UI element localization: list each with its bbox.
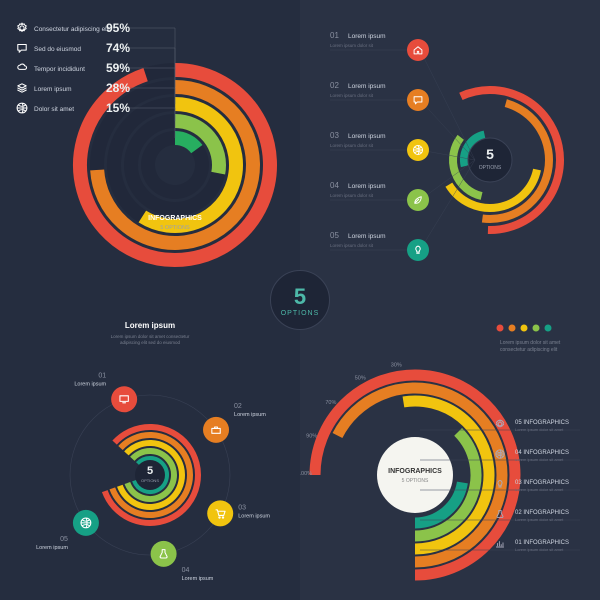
svg-text:Lorem ipsum dolor sit: Lorem ipsum dolor sit bbox=[330, 143, 374, 148]
svg-text:Lorem ipsum: Lorem ipsum bbox=[34, 86, 72, 93]
svg-text:Lorem ipsum dolor sit: Lorem ipsum dolor sit bbox=[330, 43, 374, 48]
svg-text:30%: 30% bbox=[391, 363, 402, 369]
svg-text:5: 5 bbox=[147, 465, 153, 477]
svg-text:05 INFOGRAPHICS: 05 INFOGRAPHICS bbox=[515, 420, 569, 426]
rainbow-arc-chart: Lorem ipsum dolor sit ametconsectetur ad… bbox=[300, 300, 600, 600]
svg-text:Lorem ipsum dolor sit: Lorem ipsum dolor sit bbox=[330, 93, 374, 98]
svg-text:INFOGRAPHICS: INFOGRAPHICS bbox=[388, 468, 442, 475]
svg-text:90%: 90% bbox=[306, 433, 317, 439]
svg-text:04: 04 bbox=[330, 181, 339, 190]
svg-text:Lorem ipsum dolor sit amet: Lorem ipsum dolor sit amet bbox=[515, 517, 564, 522]
svg-text:Sed do eiusmod: Sed do eiusmod bbox=[34, 46, 81, 53]
svg-text:01: 01 bbox=[330, 31, 339, 40]
svg-text:Lorem ipsum: Lorem ipsum bbox=[182, 576, 214, 582]
svg-text:Lorem ipsum dolor sit amet con: Lorem ipsum dolor sit amet consectetur bbox=[111, 334, 190, 339]
svg-text:04 INFOGRAPHICS: 04 INFOGRAPHICS bbox=[515, 450, 569, 456]
radial-bar-chart: Consectetur adipiscing elit95% Sed do eiu… bbox=[0, 0, 300, 300]
panel-orbit: Lorem ipsum Lorem ipsum dolor sit amet co… bbox=[0, 300, 300, 600]
svg-text:70%: 70% bbox=[325, 400, 336, 406]
svg-text:100%: 100% bbox=[300, 471, 312, 477]
svg-text:Dolor sit amet: Dolor sit amet bbox=[34, 106, 74, 113]
svg-text:01 INFOGRAPHICS: 01 INFOGRAPHICS bbox=[515, 540, 569, 546]
svg-text:50%: 50% bbox=[355, 376, 366, 382]
svg-text:Lorem ipsum: Lorem ipsum bbox=[234, 412, 266, 418]
svg-text:Tempor incididunt: Tempor incididunt bbox=[34, 66, 85, 73]
svg-text:05: 05 bbox=[330, 231, 339, 240]
panel-radial-bars: Consectetur adipiscing elit95% Sed do eiu… bbox=[0, 0, 300, 300]
svg-text:02: 02 bbox=[330, 81, 339, 90]
svg-text:59%: 59% bbox=[106, 61, 130, 75]
center-number: 5 bbox=[294, 284, 306, 310]
svg-text:03 INFOGRAPHICS: 03 INFOGRAPHICS bbox=[515, 480, 569, 486]
svg-text:INFOGRAPHICS: INFOGRAPHICS bbox=[148, 215, 202, 222]
orbit-chart: Lorem ipsum Lorem ipsum dolor sit amet co… bbox=[0, 300, 300, 600]
svg-text:Lorem ipsum: Lorem ipsum bbox=[348, 33, 386, 40]
svg-text:02: 02 bbox=[234, 403, 242, 410]
svg-text:consectetur adipiscing elit: consectetur adipiscing elit bbox=[500, 347, 558, 353]
svg-text:Lorem ipsum: Lorem ipsum bbox=[238, 513, 270, 519]
svg-text:Lorem ipsum: Lorem ipsum bbox=[348, 83, 386, 90]
svg-text:Lorem ipsum dolor sit amet: Lorem ipsum dolor sit amet bbox=[515, 547, 564, 552]
svg-text:5: 5 bbox=[486, 146, 494, 162]
svg-text:5 OPTIONS: 5 OPTIONS bbox=[402, 478, 429, 484]
center-label: OPTIONS bbox=[281, 310, 320, 317]
svg-text:Lorem ipsum: Lorem ipsum bbox=[74, 381, 106, 387]
svg-text:Lorem ipsum dolor sit amet: Lorem ipsum dolor sit amet bbox=[500, 340, 561, 346]
svg-text:Lorem ipsum dolor sit amet: Lorem ipsum dolor sit amet bbox=[515, 457, 564, 462]
svg-text:01: 01 bbox=[98, 372, 106, 379]
svg-text:05: 05 bbox=[60, 536, 68, 543]
svg-text:Lorem ipsum: Lorem ipsum bbox=[348, 233, 386, 240]
svg-text:03: 03 bbox=[330, 131, 339, 140]
svg-text:5 OPTIONS: 5 OPTIONS bbox=[160, 225, 190, 231]
concentric-arc-chart: 5 OPTIONS 01 Lorem ipsum Lorem ipsum dolor s… bbox=[300, 0, 600, 300]
svg-text:Lorem ipsum dolor sit amet: Lorem ipsum dolor sit amet bbox=[515, 427, 564, 432]
svg-text:02 INFOGRAPHICS: 02 INFOGRAPHICS bbox=[515, 510, 569, 516]
center-badge: 5 OPTIONS bbox=[270, 270, 330, 330]
svg-text:28%: 28% bbox=[106, 81, 130, 95]
svg-text:Lorem ipsum: Lorem ipsum bbox=[125, 321, 175, 330]
panel-rainbow: Lorem ipsum dolor sit ametconsectetur ad… bbox=[300, 300, 600, 600]
svg-text:Lorem ipsum dolor sit: Lorem ipsum dolor sit bbox=[330, 193, 374, 198]
svg-text:adipiscing elit sed do eiusmod: adipiscing elit sed do eiusmod bbox=[120, 340, 181, 345]
svg-text:Lorem ipsum: Lorem ipsum bbox=[348, 133, 386, 140]
svg-text:74%: 74% bbox=[106, 41, 130, 55]
svg-text:95%: 95% bbox=[106, 21, 130, 35]
svg-text:15%: 15% bbox=[106, 101, 130, 115]
svg-text:Lorem ipsum: Lorem ipsum bbox=[348, 183, 386, 190]
svg-text:Consectetur adipiscing elit: Consectetur adipiscing elit bbox=[34, 26, 110, 33]
svg-text:OPTIONS: OPTIONS bbox=[479, 165, 502, 171]
svg-text:OPTIONS: OPTIONS bbox=[141, 478, 159, 483]
svg-text:Lorem ipsum dolor sit: Lorem ipsum dolor sit bbox=[330, 243, 374, 248]
panel-concentric: 5 OPTIONS 01 Lorem ipsum Lorem ipsum dolor s… bbox=[300, 0, 600, 300]
svg-text:Lorem ipsum dolor sit amet: Lorem ipsum dolor sit amet bbox=[515, 487, 564, 492]
svg-text:03: 03 bbox=[238, 504, 246, 511]
svg-text:Lorem ipsum: Lorem ipsum bbox=[36, 545, 68, 551]
svg-text:04: 04 bbox=[182, 567, 190, 574]
